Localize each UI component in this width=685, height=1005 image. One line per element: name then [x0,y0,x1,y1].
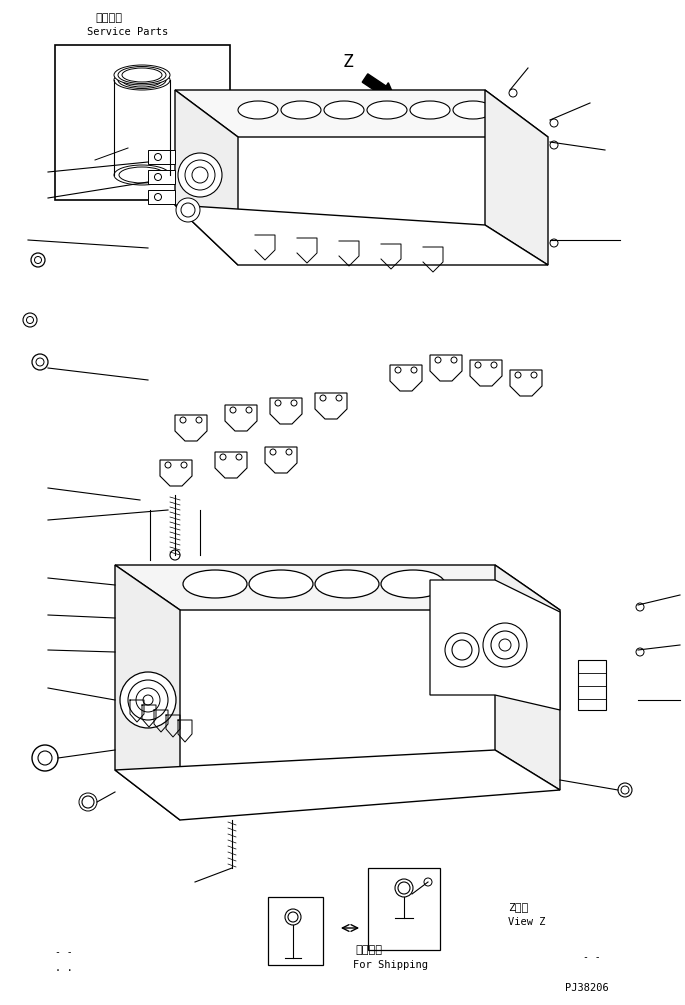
Polygon shape [225,405,257,431]
Bar [148,190,175,204]
Text: For Shipping: For Shipping [353,960,428,970]
Polygon shape [470,360,502,386]
Polygon shape [390,365,422,391]
Circle shape [170,550,180,560]
Polygon shape [175,90,238,265]
Text: . .: . . [55,963,73,973]
Circle shape [32,354,48,370]
Circle shape [445,633,479,667]
Circle shape [550,239,558,247]
Circle shape [636,648,644,656]
Text: Z　視: Z 視 [508,902,528,912]
Polygon shape [160,460,192,486]
Text: - -: - - [583,952,601,962]
Polygon shape [270,398,302,424]
Ellipse shape [453,100,493,119]
Bar [368,868,440,950]
Circle shape [176,198,200,222]
Polygon shape [175,90,548,137]
Polygon shape [115,565,560,610]
Bar [55,45,230,200]
Ellipse shape [367,100,407,119]
Bar [268,897,323,965]
Circle shape [550,119,558,127]
Ellipse shape [114,70,170,90]
Ellipse shape [315,570,379,598]
Circle shape [23,313,37,327]
Circle shape [285,909,301,925]
Circle shape [31,253,45,267]
Polygon shape [430,355,462,381]
Polygon shape [510,370,542,396]
Polygon shape [115,565,180,820]
Circle shape [636,603,644,611]
Circle shape [120,672,176,728]
Text: - -: - - [55,947,73,957]
Circle shape [82,796,94,808]
Text: 補給専用: 補給専用 [95,13,122,23]
Ellipse shape [183,570,247,598]
Polygon shape [115,750,560,820]
Polygon shape [215,452,247,478]
Ellipse shape [324,100,364,119]
Polygon shape [485,90,548,265]
Circle shape [509,89,517,97]
Circle shape [483,623,527,667]
Circle shape [618,783,632,797]
Polygon shape [315,393,347,419]
Ellipse shape [381,570,445,598]
Ellipse shape [238,100,278,119]
Ellipse shape [114,165,170,185]
Text: PJ38206: PJ38206 [565,983,609,993]
Polygon shape [430,580,560,710]
Text: 運搞部品: 運搞部品 [355,945,382,955]
FancyArrow shape [362,73,395,98]
Bar [578,660,606,710]
Ellipse shape [249,570,313,598]
Polygon shape [495,565,560,790]
Polygon shape [265,447,297,473]
Polygon shape [175,415,207,441]
Text: Service Parts: Service Parts [87,27,169,37]
Text: Z: Z [342,53,353,71]
Circle shape [178,153,222,197]
Circle shape [32,745,58,771]
Ellipse shape [281,100,321,119]
Text: View Z: View Z [508,917,545,927]
Circle shape [550,141,558,149]
Ellipse shape [410,100,450,119]
Ellipse shape [114,65,170,85]
Circle shape [395,879,413,897]
Bar [148,170,175,184]
Bar [148,150,175,164]
Polygon shape [175,205,548,265]
